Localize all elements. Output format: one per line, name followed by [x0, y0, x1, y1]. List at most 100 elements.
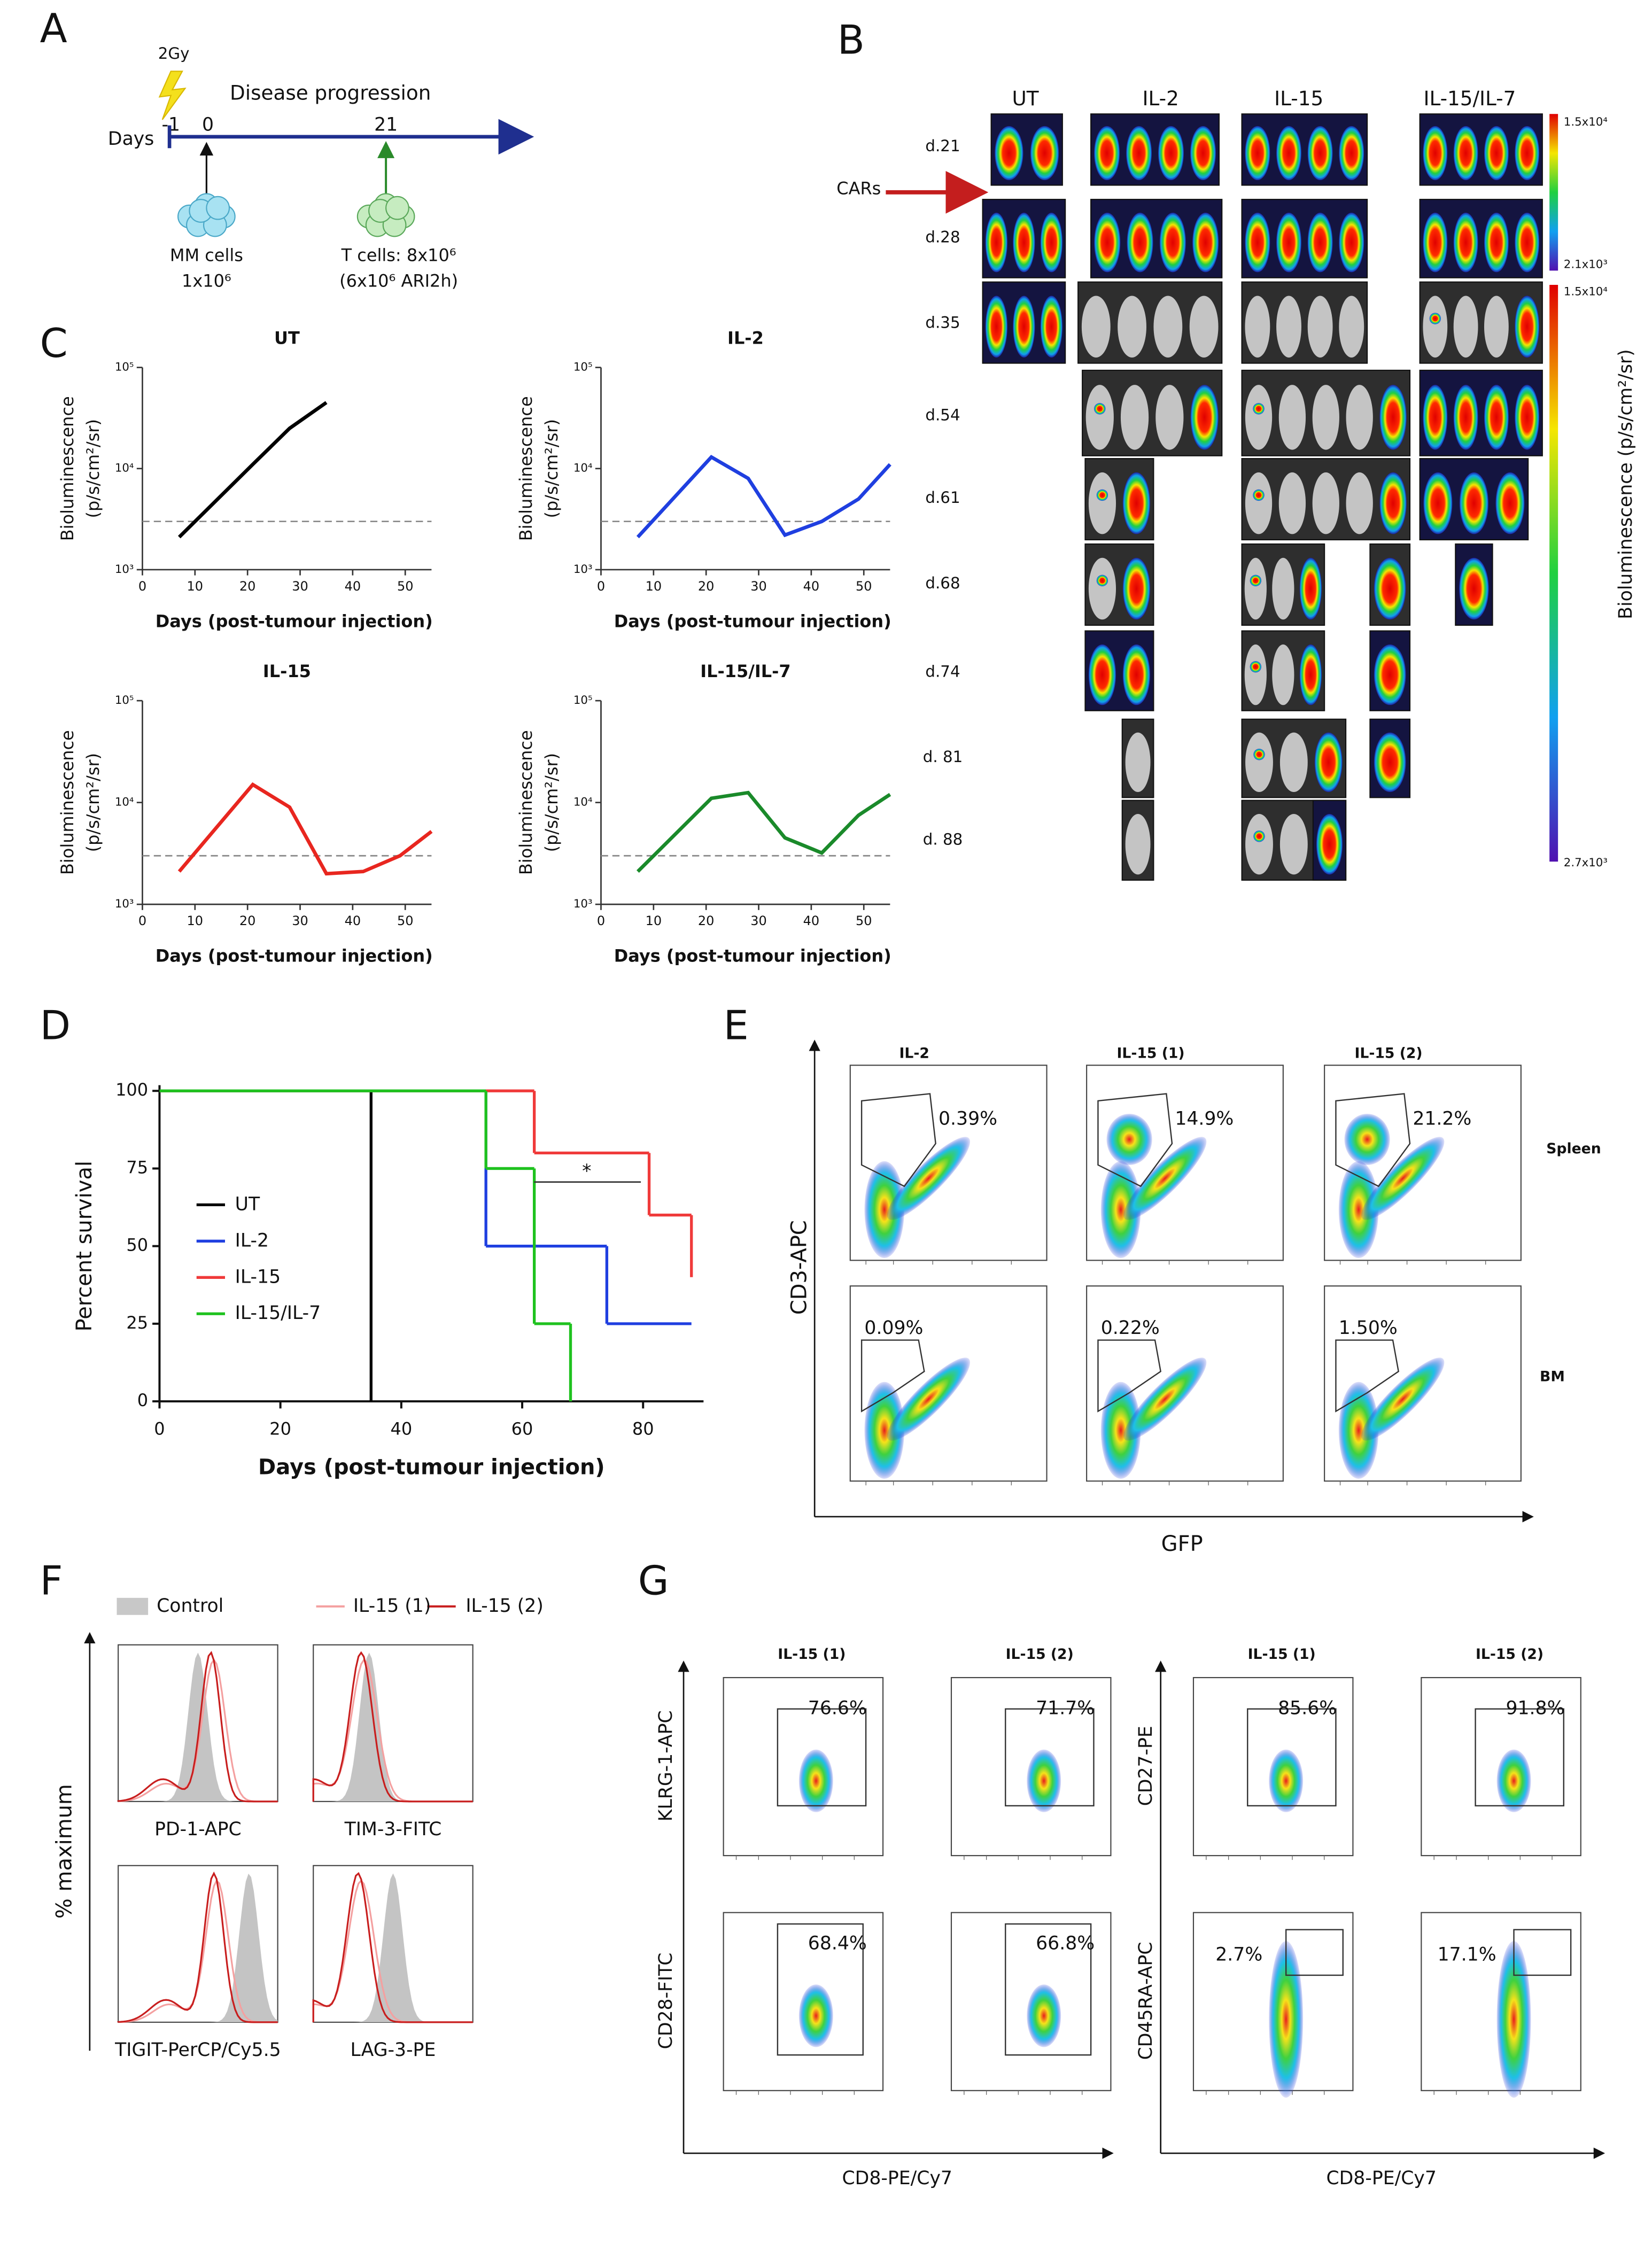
x-axis-label: LAG-3-PE: [351, 2039, 436, 2061]
y-tick-label: 10⁵: [573, 361, 593, 374]
density: [1338, 1161, 1379, 1258]
gate-percent: 66.8%: [1036, 1932, 1095, 1954]
column-title: IL-15 (1): [1248, 1646, 1316, 1663]
arrow-label: CARs: [836, 178, 881, 198]
gate-percent: 71.7%: [1036, 1698, 1095, 1719]
mouse: [1495, 472, 1525, 534]
mouse: [1374, 557, 1406, 620]
y-tick-label: 25: [126, 1313, 148, 1333]
x-tick-label: 0: [597, 913, 605, 928]
group-header: IL-2: [1143, 87, 1179, 110]
x-tick-label: 10: [187, 579, 204, 594]
mouse: [1339, 296, 1364, 358]
panel-letter: E: [724, 1002, 749, 1049]
y-tick-label: 10⁵: [115, 694, 134, 707]
signal: [1429, 313, 1441, 324]
y-tick-label: 10³: [573, 897, 593, 911]
histogram: [117, 1651, 278, 1803]
group-header: IL-15/IL-7: [1423, 87, 1516, 110]
signal: [1253, 403, 1265, 415]
x-tick-label: 20: [698, 579, 715, 594]
x-axis-label: CD8-PE/Cy7: [842, 2168, 952, 2189]
x-tick-label: 50: [856, 913, 872, 928]
day-label: d.21: [925, 137, 960, 155]
y-axis-label: (p/s/cm²/sr): [83, 419, 103, 518]
column-title: IL-15 (2): [1354, 1045, 1422, 1061]
mouse: [1484, 296, 1509, 358]
x-tick-label: 30: [292, 913, 308, 928]
y-tick-label: 100: [115, 1080, 148, 1100]
gate: [1005, 1708, 1095, 1807]
density: [887, 1357, 971, 1441]
mouse: [1158, 126, 1184, 181]
x-tick-label: 40: [803, 913, 819, 928]
signal: [1094, 403, 1106, 415]
timeline-day: 21: [374, 114, 398, 136]
gate: [777, 1923, 864, 2056]
dose: 2Gy: [158, 44, 190, 63]
lightning: [158, 71, 187, 120]
density: [1344, 1114, 1390, 1165]
mouse: [1515, 296, 1540, 358]
mouse: [1244, 644, 1267, 705]
mouse: [1272, 644, 1294, 705]
y-axis-label: Bioluminescence: [57, 730, 77, 875]
mouse: [1515, 126, 1540, 181]
mouse: [1484, 385, 1509, 450]
x-tick-label: 20: [698, 913, 715, 928]
scale-title: Bioluminescence (p/s/cm²/sr): [1615, 349, 1637, 619]
mouse: [1085, 385, 1114, 450]
day-label: d.74: [925, 662, 960, 680]
mouse: [1245, 296, 1270, 358]
signal: [1253, 489, 1265, 501]
x-tick-label: 20: [239, 579, 256, 594]
y-tick-label: 0: [137, 1390, 148, 1410]
x-tick-label: 40: [390, 1418, 412, 1439]
mouse: [1125, 732, 1151, 793]
y-axis-label: CD28-FITC: [655, 1953, 677, 2050]
density: [1269, 1941, 1304, 2098]
mouse: [1094, 126, 1120, 181]
signal: [1096, 575, 1108, 586]
mouse: [995, 126, 1023, 181]
x-axis-label: Days (post-tumour injection): [258, 1455, 605, 1479]
column-title: IL-15 (1): [778, 1646, 846, 1663]
y-axis-label: % maximum: [52, 1784, 77, 1919]
annotation: *: [582, 1161, 591, 1182]
density: [1496, 1941, 1531, 2098]
cells-label: MM cells: [170, 245, 243, 266]
y-tick-label: 10³: [573, 563, 593, 576]
mouse: [1030, 126, 1059, 181]
mouse: [1118, 296, 1146, 358]
y-axis-label: Percent survival: [72, 1161, 97, 1332]
column-title: IL-2: [899, 1045, 929, 1061]
gate: [1475, 1708, 1564, 1807]
legend-label: Control: [157, 1595, 223, 1617]
mouse: [1245, 732, 1273, 793]
y-tick-label: 10⁴: [115, 462, 134, 475]
mouse: [1088, 472, 1116, 534]
mouse: [1299, 557, 1322, 620]
x-axis-label: Days (post-tumour injection): [614, 946, 891, 966]
density: [1123, 1137, 1207, 1220]
gate-percent: 85.6%: [1278, 1698, 1337, 1719]
scale-label: 2.1x10³: [1564, 258, 1608, 271]
column-title: IL-15 (2): [1006, 1646, 1074, 1663]
legend-label: IL-15/IL-7: [235, 1302, 321, 1324]
scale-label: 1.5x10⁴: [1564, 115, 1608, 129]
gate: [1005, 1923, 1092, 2056]
legend-label: UT: [235, 1193, 260, 1215]
density: [1027, 1984, 1061, 2047]
x-axis-label: PD-1-APC: [154, 1819, 242, 1840]
mouse: [1423, 126, 1448, 181]
mouse: [1122, 557, 1150, 620]
x-tick-label: 30: [750, 579, 766, 594]
signal: [1253, 831, 1265, 842]
group-header: IL-15: [1274, 87, 1323, 110]
day-label: d.28: [925, 228, 960, 246]
mouse: [1245, 385, 1273, 450]
y-axis-label: KLRG-1-APC: [655, 1710, 677, 1821]
mouse: [1245, 472, 1273, 534]
day-label: d.54: [925, 406, 960, 424]
mouse: [1276, 213, 1301, 273]
